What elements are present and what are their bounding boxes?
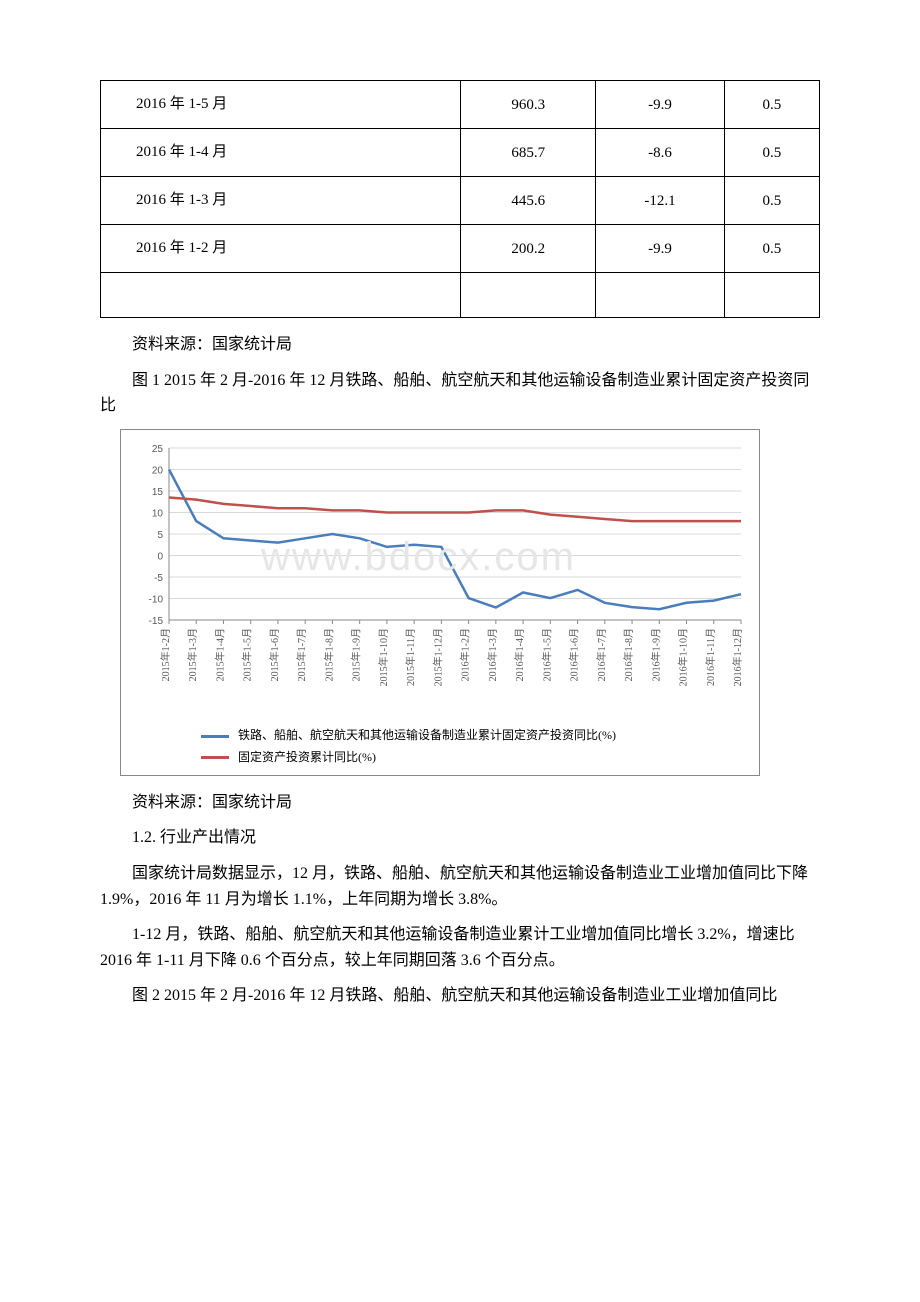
cell-yoy: -9.9: [596, 81, 724, 129]
svg-text:2016年1-6月: 2016年1-6月: [568, 628, 581, 681]
cell-value: 445.6: [461, 177, 596, 225]
svg-text:2016年1-11月: 2016年1-11月: [704, 628, 717, 686]
svg-text:10: 10: [152, 508, 164, 519]
svg-text:15: 15: [152, 487, 164, 498]
chart-1: -15 -10 -5 0 5 10 15 20 25 2015年1-2月 2015年1-3月 2015…: [120, 429, 760, 776]
svg-text:2015年1-3月: 2015年1-3月: [186, 628, 199, 681]
cell-period: 2016 年 1-2 月: [101, 225, 461, 273]
table-row: 2016 年 1-5 月 960.3 -9.9 0.5: [101, 81, 820, 129]
cell-yoy: -12.1: [596, 177, 724, 225]
table-row: 2016 年 1-4 月 685.7 -8.6 0.5: [101, 129, 820, 177]
svg-text:2016年1-4月: 2016年1-4月: [513, 628, 526, 681]
cell-value: 200.2: [461, 225, 596, 273]
cell-share: 0.5: [724, 177, 819, 225]
cell-period: 2016 年 1-4 月: [101, 129, 461, 177]
chart-1-legend: 铁路、船舶、航空航天和其他运输设备制造业累计固定资产投资同比(%) 固定资产投资…: [131, 726, 749, 766]
paragraph-output-a: 国家统计局数据显示，12 月，铁路、船舶、航空航天和其他运输设备制造业工业增加值…: [100, 861, 820, 912]
svg-text:2015年1-11月: 2015年1-11月: [404, 628, 417, 686]
figure-1-caption: 图 1 2015 年 2 月-2016 年 12 月铁路、船舶、航空航天和其他运…: [100, 368, 820, 419]
svg-text:2015年1-5月: 2015年1-5月: [241, 628, 254, 681]
svg-text:25: 25: [152, 444, 164, 455]
legend-swatch-series-1: [201, 735, 229, 738]
cell-period: 2016 年 1-5 月: [101, 81, 461, 129]
paragraph-output-b: 1-12 月，铁路、船舶、航空航天和其他运输设备制造业累计工业增加值同比增长 3…: [100, 922, 820, 973]
cell-share: 0.5: [724, 129, 819, 177]
svg-text:2015年1-10月: 2015年1-10月: [377, 628, 390, 686]
svg-text:5: 5: [157, 530, 163, 541]
cell-share: 0.5: [724, 81, 819, 129]
svg-text:2016年1-2月: 2016年1-2月: [459, 628, 472, 681]
svg-text:2015年1-7月: 2015年1-7月: [295, 628, 308, 681]
source-line: 资料来源：国家统计局: [100, 332, 820, 358]
legend-label-series-2: 固定资产投资累计同比(%): [238, 750, 376, 764]
table-row-empty: [101, 273, 820, 318]
svg-text:2015年1-8月: 2015年1-8月: [322, 628, 335, 681]
cell-value: 685.7: [461, 129, 596, 177]
table-row: 2016 年 1-3 月 445.6 -12.1 0.5: [101, 177, 820, 225]
section-1-2-heading: 1.2. 行业产出情况: [100, 825, 820, 851]
table-row: 2016 年 1-2 月 200.2 -9.9 0.5: [101, 225, 820, 273]
svg-text:-15: -15: [149, 616, 164, 627]
svg-text:2016年1-12月: 2016年1-12月: [731, 628, 744, 686]
cell-yoy: -8.6: [596, 129, 724, 177]
cell-yoy: -9.9: [596, 225, 724, 273]
svg-text:2016年1-7月: 2016年1-7月: [595, 628, 608, 681]
svg-text:2016年1-9月: 2016年1-9月: [649, 628, 662, 681]
svg-text:2016年1-8月: 2016年1-8月: [622, 628, 635, 681]
svg-text:-5: -5: [154, 573, 163, 584]
svg-text:20: 20: [152, 465, 164, 476]
svg-text:2016年1-5月: 2016年1-5月: [540, 628, 553, 681]
figure-2-caption: 图 2 2015 年 2 月-2016 年 12 月铁路、船舶、航空航天和其他运…: [100, 983, 820, 1009]
svg-text:2016年1-3月: 2016年1-3月: [486, 628, 499, 681]
svg-text:2016年1-10月: 2016年1-10月: [677, 628, 690, 686]
svg-text:-10: -10: [149, 594, 164, 605]
svg-text:2015年1-2月: 2015年1-2月: [159, 628, 172, 681]
source-line-2: 资料来源：国家统计局: [100, 790, 820, 816]
legend-label-series-1: 铁路、船舶、航空航天和其他运输设备制造业累计固定资产投资同比(%): [238, 728, 616, 742]
svg-text:0: 0: [157, 551, 163, 562]
investment-table: 2016 年 1-5 月 960.3 -9.9 0.5 2016 年 1-4 月…: [100, 80, 820, 318]
cell-value: 960.3: [461, 81, 596, 129]
chart-1-svg: -15 -10 -5 0 5 10 15 20 25 2015年1-2月 2015年1-3月 2015…: [131, 440, 751, 710]
svg-text:2015年1-9月: 2015年1-9月: [350, 628, 363, 681]
svg-text:2015年1-6月: 2015年1-6月: [268, 628, 281, 681]
cell-share: 0.5: [724, 225, 819, 273]
legend-swatch-series-2: [201, 756, 229, 759]
cell-period: 2016 年 1-3 月: [101, 177, 461, 225]
svg-text:2015年1-12月: 2015年1-12月: [431, 628, 444, 686]
svg-text:2015年1-4月: 2015年1-4月: [213, 628, 226, 681]
